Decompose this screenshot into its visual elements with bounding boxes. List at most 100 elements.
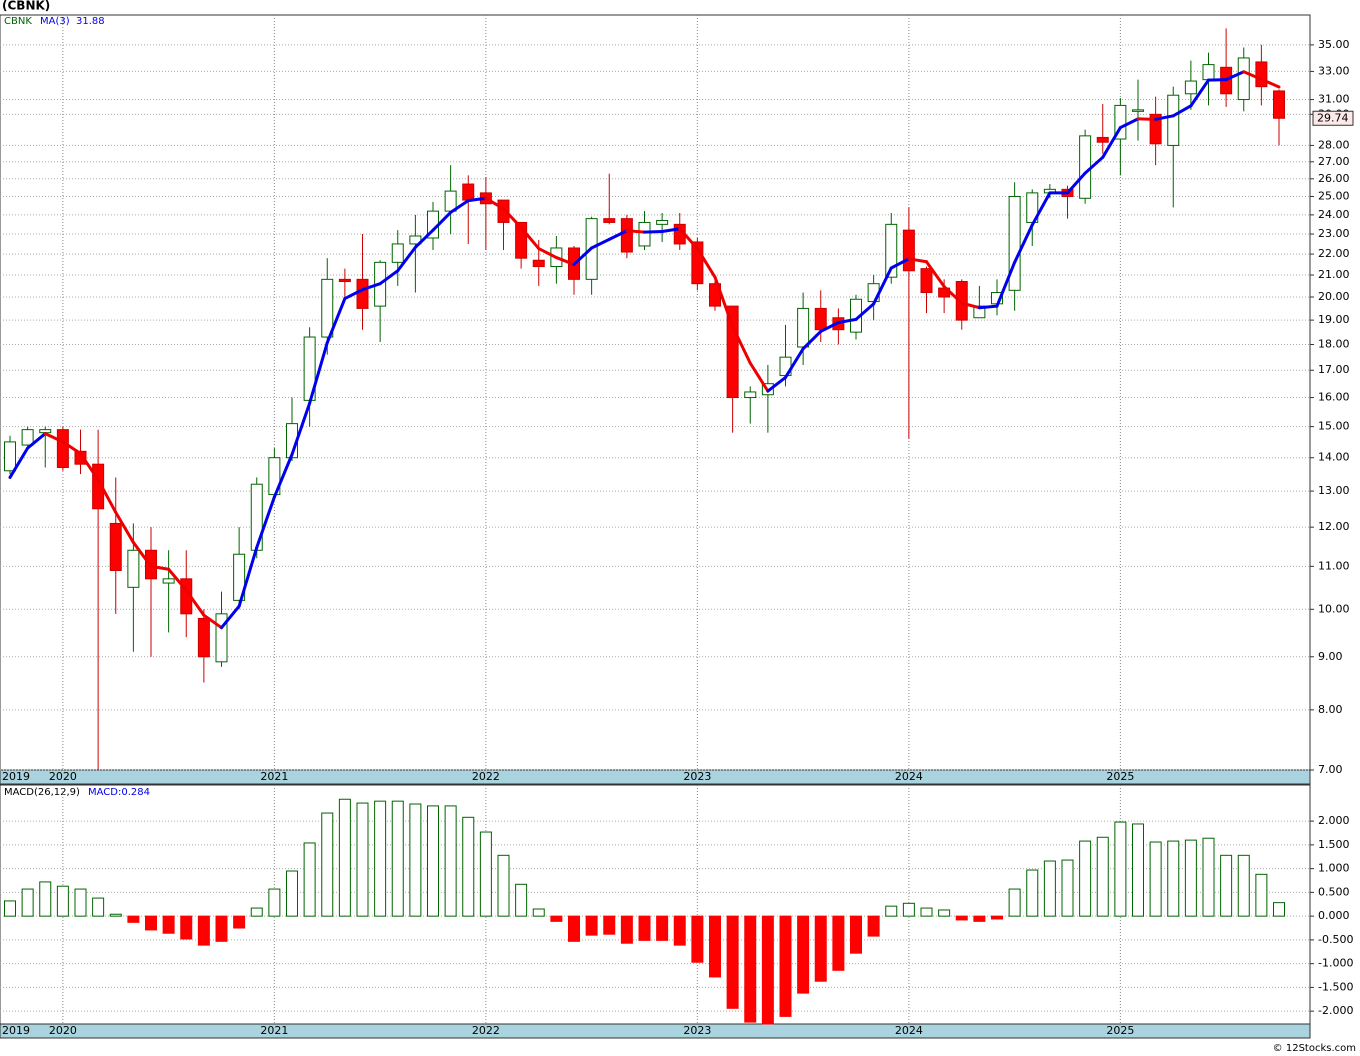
ma-segment xyxy=(290,401,312,457)
y-tick-label: 21.00 xyxy=(1318,268,1350,281)
macd-bar xyxy=(180,915,193,940)
candle-body xyxy=(726,305,739,399)
x-tick-label: 2021 xyxy=(260,770,288,783)
macd-bar xyxy=(1273,902,1285,917)
candle-body xyxy=(162,578,175,584)
ma-segment xyxy=(413,228,435,249)
macd-bar xyxy=(691,915,704,963)
y-tick-label: 0.000 xyxy=(1318,909,1350,922)
y-tick-label: 18.00 xyxy=(1318,337,1350,350)
macd-bar xyxy=(1220,854,1233,917)
y-tick-label: 25.00 xyxy=(1318,189,1350,202)
plot-frame xyxy=(0,784,1311,1025)
macd-bar xyxy=(1202,837,1215,917)
y-tick-label: 23.00 xyxy=(1318,227,1350,240)
candle-body xyxy=(338,278,351,283)
x-tick-label: 2024 xyxy=(895,1024,923,1037)
candle-body xyxy=(197,617,210,658)
macd-bar xyxy=(479,831,492,917)
ma-segment xyxy=(731,325,752,365)
candle-body xyxy=(620,218,633,253)
macd-bar xyxy=(603,915,616,935)
macd-bar xyxy=(620,915,633,944)
ma-segment xyxy=(1118,117,1140,130)
y-tick-label: 31.00 xyxy=(1318,93,1350,106)
macd-bar xyxy=(1008,888,1021,917)
ma-segment xyxy=(237,546,259,608)
macd-bar xyxy=(268,888,281,917)
y-tick-label: 9.00 xyxy=(1318,650,1343,663)
candle-body xyxy=(1008,195,1021,291)
macd-bar xyxy=(1149,841,1162,917)
ma-segment xyxy=(1013,223,1034,264)
macd-bar xyxy=(1132,823,1144,917)
ma-segment xyxy=(466,196,488,203)
y-tick-label: 0.500 xyxy=(1318,885,1350,898)
macd-bar xyxy=(991,915,1003,920)
candle-body xyxy=(1167,94,1180,146)
candle-body xyxy=(74,450,87,465)
x-tick-label: 2022 xyxy=(472,770,500,783)
ma-segment xyxy=(942,285,964,305)
candle-body xyxy=(462,183,475,201)
x-tick-label: 2019 xyxy=(2,1024,30,1037)
y-tick-label: -1.000 xyxy=(1318,957,1353,970)
ma-segment xyxy=(590,237,611,250)
y-tick-label: 17.00 xyxy=(1318,363,1350,376)
macd-bar xyxy=(462,816,475,917)
macd-bar xyxy=(1255,873,1268,917)
x-tick-label: 2023 xyxy=(683,770,711,783)
x-tick-label: 2024 xyxy=(895,770,923,783)
candle-body xyxy=(1079,135,1092,199)
ma-segment xyxy=(977,304,999,310)
ma-segment xyxy=(308,341,329,405)
ma-segment xyxy=(96,478,118,514)
ma-segment xyxy=(925,260,946,289)
x-tick-label: 2025 xyxy=(1106,770,1134,783)
y-tick-label: 14.00 xyxy=(1318,451,1350,464)
macd-bar xyxy=(761,915,774,1025)
candle-body xyxy=(109,522,122,571)
y-tick-label: 13.00 xyxy=(1318,484,1350,497)
ma-segment xyxy=(167,567,188,592)
macd-bar xyxy=(638,915,651,941)
ma-segment xyxy=(537,247,558,260)
ma-segment xyxy=(272,453,294,499)
ma-segment xyxy=(361,282,382,292)
y-tick-label: -1.500 xyxy=(1318,980,1353,993)
ma-segment xyxy=(960,301,981,310)
ma-segment xyxy=(1171,104,1193,118)
macd-bar xyxy=(585,915,598,936)
candle-body xyxy=(92,463,105,510)
macd-bar xyxy=(920,907,933,917)
y-tick-label: -2.000 xyxy=(1318,1004,1353,1017)
candle-body xyxy=(1255,61,1268,88)
candle-body xyxy=(973,305,986,319)
price-tag xyxy=(1312,110,1354,126)
macd-bar xyxy=(673,915,686,946)
macd-bar xyxy=(427,805,439,917)
y-tick-label: 27.00 xyxy=(1318,155,1350,168)
candle-body xyxy=(603,218,616,223)
y-tick-label: 7.00 xyxy=(1318,763,1343,776)
macd-bar xyxy=(1237,854,1250,917)
macd-bar xyxy=(515,883,528,917)
ma-legend: MA(3) xyxy=(40,16,70,27)
x-tick-label: 2025 xyxy=(1106,1024,1134,1037)
candle-body xyxy=(638,221,651,247)
ma-segment xyxy=(79,452,100,482)
macd-bar xyxy=(709,915,721,978)
macd-bar xyxy=(374,800,387,917)
macd-bar xyxy=(1061,859,1074,917)
ma-segment xyxy=(255,495,276,550)
macd-bar xyxy=(1079,840,1092,917)
macd-bar xyxy=(303,842,316,917)
ma-segment xyxy=(484,196,505,211)
macd-bar xyxy=(444,805,457,917)
ma-segment xyxy=(61,440,82,456)
macd-bar xyxy=(391,800,404,917)
candle-body xyxy=(321,278,334,338)
macd-bar xyxy=(1114,821,1127,917)
macd-bar xyxy=(109,913,122,917)
